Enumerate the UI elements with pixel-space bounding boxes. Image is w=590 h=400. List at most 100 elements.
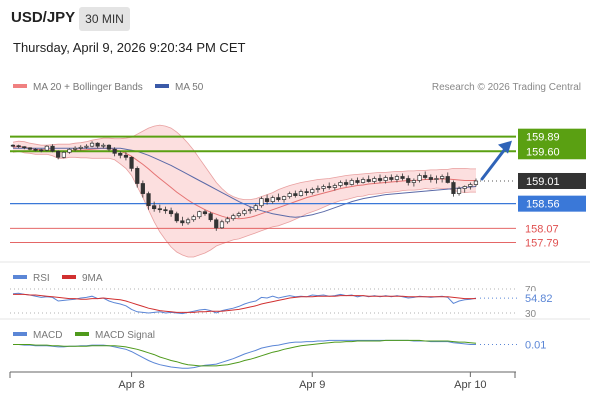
legend-label-bollinger: MA 20 + Bollinger Bands: [33, 82, 143, 93]
resistance-tag-2: [518, 143, 586, 160]
candle-bullish: [248, 209, 253, 212]
candle-bullish: [473, 180, 479, 185]
candle-bullish: [315, 188, 321, 190]
candle-bullish: [197, 211, 202, 218]
candle-bullish: [281, 196, 287, 200]
bollinger-upper-line: [12, 124, 476, 201]
rsi-tick-30: 30: [525, 309, 537, 320]
resistance-tag-label-2: 159.60: [526, 146, 560, 158]
projection-arrow-layer: [480, 140, 512, 181]
pivot-tag-label: 158.56: [526, 199, 560, 211]
macd-layer: 0.01: [13, 340, 546, 369]
candle-bearish: [377, 178, 383, 181]
price-tags-layer: 159.89 159.60 158.56 158.07 157.79 159.01: [518, 128, 586, 249]
macd-signal-line: [13, 339, 477, 367]
rsi-tick-70: 70: [525, 285, 537, 296]
candle-bullish: [236, 213, 241, 217]
rsi-value-bg: [520, 291, 558, 305]
legend-swatch-ma50: [155, 84, 169, 88]
candle-bearish: [344, 182, 349, 185]
candle-bearish: [39, 149, 44, 152]
candle-bullish: [78, 146, 83, 149]
legend-label-rsi: RSI: [33, 273, 50, 284]
candle-bearish: [22, 146, 27, 149]
candle-bullish: [468, 184, 473, 187]
candle-bearish: [174, 213, 179, 222]
candle-bullish: [310, 189, 315, 193]
candle-bullish: [383, 177, 388, 181]
candle-bullish: [349, 180, 354, 185]
candle-bearish: [157, 208, 162, 211]
legend-swatch-bollinger: [13, 84, 27, 88]
legend-swatch-macd: [13, 332, 27, 336]
legend-swatch-macd-signal: [75, 332, 89, 336]
candle-bearish: [135, 168, 140, 184]
candle-bearish: [389, 177, 394, 180]
candle-bearish: [168, 210, 174, 215]
candle-bullish: [332, 185, 337, 188]
candle-bearish: [152, 205, 157, 210]
candle-bearish: [118, 152, 123, 156]
rsi-value-label: 54.82: [525, 293, 553, 305]
legend-swatch-rsi: [13, 275, 27, 279]
candle-bearish: [163, 209, 168, 212]
bollinger-band-layer: [12, 124, 476, 258]
ma20-line: [12, 145, 476, 220]
bollinger-lower-line: [12, 150, 476, 258]
candle-bullish: [73, 147, 78, 150]
candle-bullish: [225, 218, 230, 223]
legend-label-macd: MACD: [33, 330, 62, 341]
candle-bullish: [101, 144, 106, 147]
candle-bullish: [89, 142, 95, 147]
legend-label-macd-signal: MACD Signal: [95, 330, 155, 341]
last-price-tag-label: 159.01: [526, 176, 560, 188]
candle-bullish: [287, 193, 292, 197]
candle-bullish: [259, 198, 264, 207]
candle-bearish: [50, 145, 55, 152]
projection-arrow-head: [498, 140, 512, 154]
candle-bullish: [67, 148, 72, 153]
x-tick-label: Apr 9: [299, 379, 325, 391]
candle-bullish: [84, 145, 89, 148]
candle-bearish: [202, 211, 208, 215]
candle-bearish: [10, 144, 16, 147]
timeframe-badge[interactable]: 30 MIN: [79, 7, 130, 31]
bollinger-band-fill: [13, 125, 476, 257]
candle-bearish: [106, 144, 112, 150]
instrument-title: USD/JPY: [11, 9, 76, 26]
candle-bullish: [372, 178, 377, 182]
x-tick-label: Apr 8: [118, 379, 144, 391]
candle-bearish: [355, 180, 360, 183]
macd-value-label: 0.01: [525, 340, 546, 352]
pivot-tag: [518, 195, 586, 212]
candle-bearish: [214, 219, 219, 229]
candle-bullish: [456, 188, 462, 194]
support-label-1: 158.07: [525, 223, 559, 235]
candle-bearish: [27, 147, 33, 150]
candle-bullish: [219, 221, 225, 229]
candle-bullish: [417, 175, 422, 181]
level-lines-layer: [10, 135, 516, 243]
candle-bearish: [129, 156, 134, 169]
candle-bearish: [95, 142, 100, 147]
candle-bullish: [191, 216, 196, 221]
candlestick-layer: [10, 141, 479, 231]
candle-bearish: [123, 154, 129, 158]
candle-bearish: [33, 148, 38, 151]
candle-bearish: [400, 176, 405, 179]
candle-bearish: [112, 148, 117, 154]
candle-bullish: [440, 176, 445, 179]
candle-bearish: [276, 197, 281, 200]
candle-bearish: [406, 178, 411, 183]
candle-bearish: [428, 177, 433, 180]
candle-bullish: [338, 182, 343, 186]
candle-bullish: [360, 179, 366, 183]
candle-bullish: [61, 151, 66, 158]
candle-bullish: [298, 191, 304, 196]
credit-text: Research © 2026 Trading Central: [432, 82, 581, 93]
legend-swatch-rsi-ma: [62, 275, 76, 279]
x-axis-labels-layer: Apr 8 Apr 9 Apr 10: [118, 372, 487, 391]
candle-bearish: [327, 186, 332, 188]
candle-bullish: [242, 210, 247, 215]
